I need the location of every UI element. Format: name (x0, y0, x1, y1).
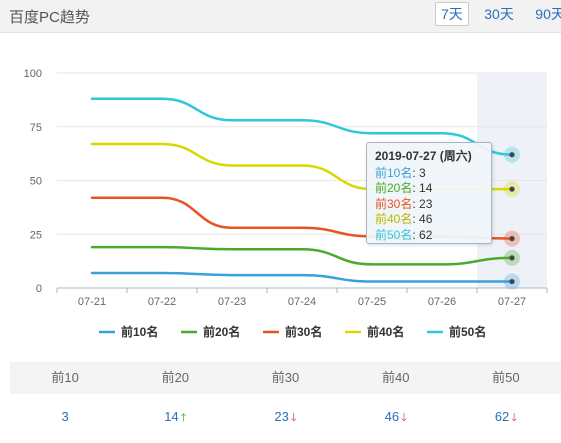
tooltip-row-top10: 前10名: 3 (375, 165, 426, 180)
x-tick-label: 07-24 (288, 296, 316, 308)
tooltip-value: 46 (419, 212, 433, 226)
legend-label: 前20名 (203, 324, 240, 339)
arrow-down-icon: 🡓 (511, 412, 518, 424)
summary-table: 前10 前20 前30 前40 前50 3 14 🡑 23 🡓 46 🡓 62 🡓 (10, 362, 561, 439)
column-header: 前10 (51, 370, 79, 385)
tooltip-row-top20: 前20名: 14 (375, 181, 433, 195)
data-point (509, 278, 515, 285)
tooltip-value: 3 (419, 165, 426, 180)
summary-table-header: 前10 前20 前30 前40 前50 (10, 362, 561, 394)
chart-tooltip: 2019-07-27 (周六) 前10名: 3 前20名: 14 前30名: 2… (366, 142, 492, 244)
tooltip-label: 前40名 (375, 212, 413, 226)
tooltip-row-top30: 前30名: 23 (375, 196, 433, 211)
y-tick-label: 0 (36, 283, 42, 295)
tooltip-value: 23 (419, 196, 433, 211)
x-tick-label: 07-26 (428, 296, 456, 308)
data-point (509, 152, 515, 158)
tooltip-label: 前20名 (375, 181, 413, 195)
summary-table-row: 3 14 🡑 23 🡓 46 🡓 62 🡓 (10, 394, 561, 439)
summary-value[interactable]: 14 (164, 409, 179, 424)
column-header: 前20 (161, 370, 190, 385)
page-title: 百度PC趋势 (9, 9, 90, 26)
arrow-down-icon: 🡓 (290, 412, 297, 424)
y-tick-label: 50 (30, 176, 42, 188)
tooltip-value: 62 (419, 227, 433, 242)
summary-cell-top50[interactable]: 62 🡓 (451, 394, 561, 439)
y-tick-label: 25 (30, 229, 42, 241)
x-tick-label: 07-25 (358, 296, 386, 308)
legend-label: 前30名 (285, 324, 322, 339)
data-point (509, 235, 515, 242)
summary-value[interactable]: 46 (384, 409, 400, 424)
summary-cell-top20[interactable]: 14 🡑 (120, 394, 230, 439)
column-header: 前30 (271, 370, 300, 385)
data-point (509, 186, 515, 192)
tooltip-row-top50: 前50名: 62 (375, 227, 433, 242)
series-line (90, 97, 514, 156)
x-tick-label: 07-21 (78, 296, 106, 308)
summary-value[interactable]: 3 (61, 409, 69, 424)
tab-30-days[interactable]: 30天 (484, 6, 514, 22)
x-tick-label: 07-22 (148, 296, 176, 308)
header-bar: 百度PC趋势 7天 30天 90天 (0, 0, 561, 33)
column-header: 前50 (492, 370, 520, 385)
tooltip-date: 2019-07-27 (周六) (375, 149, 472, 163)
legend-label: 前40名 (367, 324, 404, 339)
summary-cell-top40[interactable]: 46 🡓 (341, 394, 451, 439)
tooltip-label: 前10名 (375, 165, 413, 180)
tooltip-value: 14 (419, 181, 433, 195)
range-tabs: 7天 30天 90天 (435, 2, 561, 26)
tooltip-label: 前50名 (375, 227, 413, 242)
data-point (509, 255, 515, 261)
summary-value[interactable]: 62 (494, 409, 510, 424)
legend-label: 前50名 (449, 324, 486, 339)
x-tick-label: 07-27 (498, 296, 526, 308)
legend-label: 前10名 (121, 324, 158, 339)
tab-7-days[interactable]: 7天 (435, 2, 469, 26)
tab-90-days[interactable]: 90天 (535, 6, 561, 22)
arrow-up-icon: 🡑 (180, 412, 187, 424)
y-tick-label: 100 (24, 68, 42, 80)
summary-value[interactable]: 23 (274, 409, 289, 424)
y-tick-label: 75 (30, 122, 42, 134)
x-tick-label: 07-23 (218, 296, 246, 308)
summary-cell-top30[interactable]: 23 🡓 (230, 394, 340, 439)
column-header: 前40 (381, 370, 410, 385)
series-line (90, 245, 514, 266)
arrow-down-icon: 🡓 (401, 412, 407, 424)
summary-cell-top10[interactable]: 3 (10, 394, 120, 439)
series-line (90, 271, 514, 283)
tooltip-label: 前30名 (375, 196, 413, 211)
tooltip-row-top40: 前40名: 46 (375, 212, 433, 226)
